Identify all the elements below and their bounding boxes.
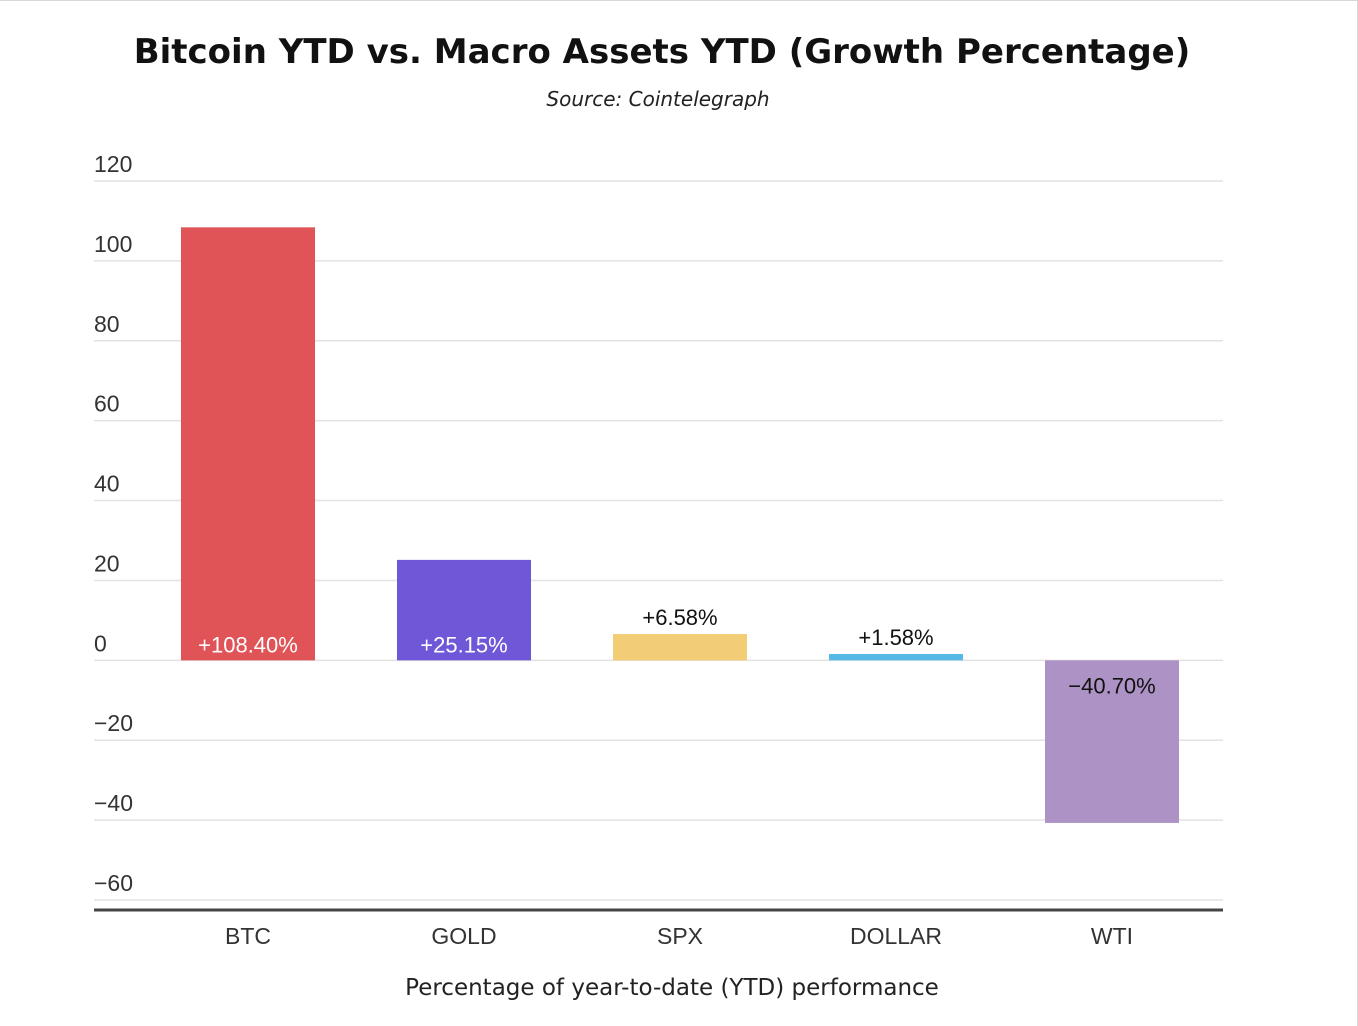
- y-tick-label: 0: [94, 630, 107, 656]
- data-label-dollar: +1.58%: [858, 625, 933, 650]
- data-label-wti: −40.70%: [1068, 673, 1155, 698]
- data-label-btc: +108.40%: [198, 632, 298, 657]
- y-tick-label: −40: [94, 790, 133, 816]
- y-tick-label: 40: [94, 471, 120, 497]
- bar-spx: [613, 634, 747, 661]
- chart-title: Bitcoin YTD vs. Macro Assets YTD (Growth…: [134, 32, 1191, 72]
- bar-btc: [181, 227, 315, 661]
- x-tick-label-btc: BTC: [225, 923, 271, 949]
- x-axis-label: Percentage of year-to-date (YTD) perform…: [405, 975, 939, 1001]
- y-tick-label: −60: [94, 870, 133, 896]
- y-tick-label: 20: [94, 550, 120, 576]
- x-tick-label-spx: SPX: [657, 923, 703, 949]
- data-label-gold: +25.15%: [420, 632, 507, 657]
- bars: +108.40% +25.15% +6.58% +1.58% −40.70%: [181, 227, 1179, 823]
- y-tick-label: 120: [94, 151, 132, 177]
- y-tick-label: −20: [94, 710, 133, 736]
- x-tick-label-wti: WTI: [1091, 923, 1133, 949]
- y-tick-label: 100: [94, 231, 132, 257]
- data-label-spx: +6.58%: [642, 605, 717, 630]
- bar-wti: [1045, 660, 1179, 823]
- y-tick-label: 80: [94, 311, 120, 337]
- x-axis-categories: BTC GOLD SPX DOLLAR WTI: [225, 923, 1133, 949]
- bar-gold: [397, 559, 531, 661]
- x-tick-label-dollar: DOLLAR: [850, 923, 942, 949]
- x-tick-label-gold: GOLD: [431, 923, 496, 949]
- bar-dollar: [829, 654, 963, 661]
- y-tick-label: 60: [94, 391, 120, 417]
- y-axis-ticks: 120 100 80 60 40 20 0 −20 −40 −60: [94, 151, 133, 896]
- chart-subtitle: Source: Cointelegraph: [546, 87, 769, 111]
